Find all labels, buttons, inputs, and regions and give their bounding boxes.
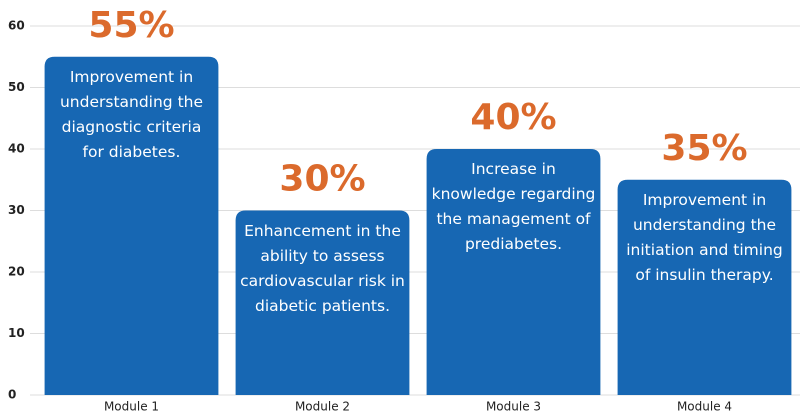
value-label: 30% <box>279 159 365 200</box>
y-tick-label: 50 <box>8 80 25 94</box>
x-tick-label: Module 3 <box>486 400 541 414</box>
y-tick-label: 0 <box>8 388 16 402</box>
bar-annotation-box: Improvement in understanding the initiat… <box>626 190 783 284</box>
x-tick-label: Module 2 <box>295 400 350 414</box>
y-tick-label: 60 <box>8 19 25 33</box>
value-label: 55% <box>88 5 174 46</box>
bar-annotation-box: Improvement in understanding the diagnos… <box>59 67 204 161</box>
y-tick-label: 10 <box>8 326 25 340</box>
bar-annotation: Enhancement in the ability to assess car… <box>240 221 405 315</box>
y-tick-label: 40 <box>8 142 25 156</box>
bar <box>235 210 410 395</box>
y-tick-label: 30 <box>8 203 25 217</box>
bar <box>44 56 219 395</box>
x-tick-label: Module 4 <box>677 400 732 414</box>
value-label: 40% <box>470 97 556 138</box>
x-tick-label: Module 1 <box>104 400 159 414</box>
value-label: 35% <box>661 128 747 169</box>
bar-annotation-box: Increase in knowledge regarding the mana… <box>431 160 596 253</box>
bar-annotation: Increase in knowledge regarding the mana… <box>431 160 596 253</box>
y-tick-label: 20 <box>8 265 25 279</box>
bar <box>426 149 601 395</box>
bar <box>617 179 792 395</box>
bar-annotation: Improvement in understanding the initiat… <box>626 190 783 284</box>
bar-annotation-box: Enhancement in the ability to assess car… <box>240 221 405 315</box>
bar-annotation: Improvement in understanding the diagnos… <box>59 67 204 161</box>
